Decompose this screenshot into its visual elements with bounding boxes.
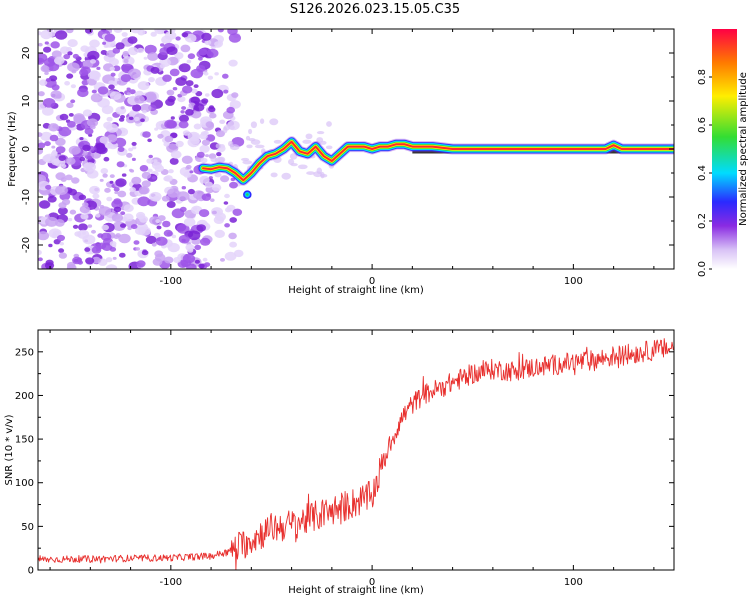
- bottom-x-axis-label: Height of straight line (km): [288, 585, 424, 596]
- bottom-plot-frame: [37, 329, 675, 571]
- y-tick-label: 50: [21, 522, 34, 533]
- colorbar-tick-label: 0.6: [697, 117, 708, 133]
- y-tick-label: 250: [15, 347, 34, 358]
- snr-series: [38, 338, 674, 570]
- x-tick-label: 100: [564, 276, 583, 287]
- snr-line: [38, 338, 674, 570]
- signal-ridge: [197, 136, 674, 199]
- x-tick-label: -100: [159, 276, 182, 287]
- y-tick-label: -10: [21, 189, 32, 205]
- y-tick-label: 0: [28, 566, 34, 577]
- snr-panel: -100 0 100 0 50 100 150 200 250 Height of straigh…: [4, 329, 675, 596]
- colorbar-tick-label: 0.2: [697, 213, 708, 229]
- colorbar-label: Normalized spectral amplitude: [738, 72, 749, 226]
- colorbar: 0.0 0.2 0.4 0.6 0.8 Normalized spectral ampli…: [697, 29, 749, 277]
- top-y-axis-label: Frequency (Hz): [7, 111, 18, 187]
- y-tick-label: -20: [21, 237, 32, 253]
- x-tick-label: 0: [369, 276, 375, 287]
- x-tick-label: -100: [159, 577, 182, 588]
- y-tick-label: 150: [15, 435, 34, 446]
- colorbar-gradient: [712, 29, 737, 269]
- ridge-line: [202, 140, 674, 182]
- y-tick-label: 0: [21, 146, 32, 152]
- ridge-blob-core: [246, 193, 249, 196]
- top-x-axis-label: Height of straight line (km): [288, 285, 424, 296]
- y-tick-label: 20: [21, 47, 32, 60]
- colorbar-tick-label: 0.8: [697, 69, 708, 85]
- y-tick-label: 10: [21, 95, 32, 108]
- colorbar-tick-label: 0.0: [697, 261, 708, 277]
- bottom-y-axis-label: SNR (10 * v/v): [4, 414, 15, 485]
- x-tick-label: 0: [369, 577, 375, 588]
- colorbar-tick-label: 0.4: [697, 165, 708, 181]
- x-tick-label: 100: [564, 577, 583, 588]
- y-tick-label: 100: [15, 478, 34, 489]
- y-tick-label: 200: [15, 391, 34, 402]
- figure-title: S126.2026.023.15.05.C35: [290, 2, 460, 17]
